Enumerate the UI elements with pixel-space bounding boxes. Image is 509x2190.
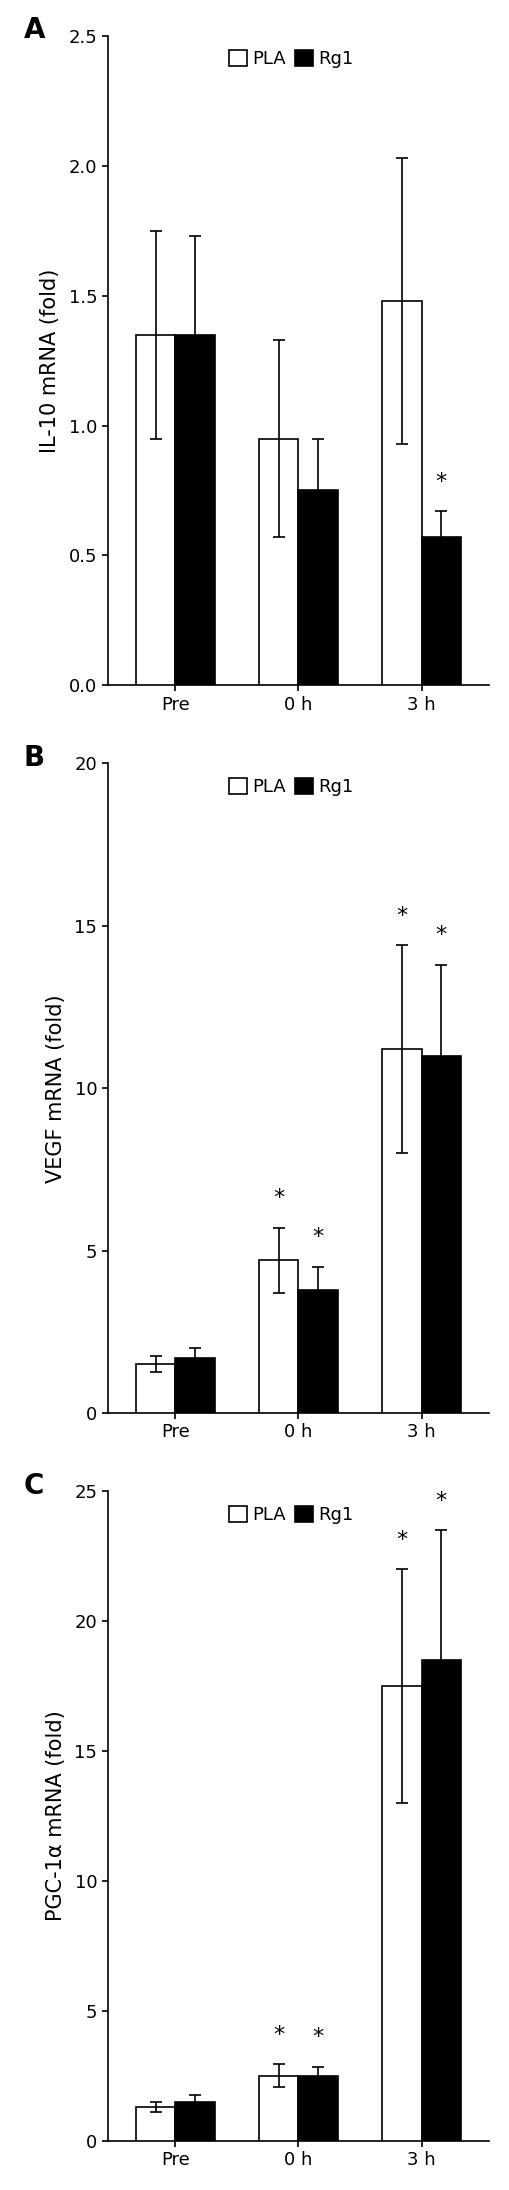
Text: *: * [395, 907, 407, 926]
Bar [381, 300, 420, 685]
Bar [175, 335, 214, 685]
Text: *: * [395, 1529, 407, 1551]
Bar [298, 2076, 337, 2142]
Bar [381, 1049, 420, 1413]
Bar [259, 1261, 298, 1413]
Text: *: * [273, 1189, 284, 1209]
Text: *: * [435, 926, 446, 946]
Bar [136, 2107, 175, 2142]
Legend: PLA, Rg1: PLA, Rg1 [223, 1500, 358, 1529]
Bar [420, 1056, 460, 1413]
Text: *: * [312, 2028, 323, 2048]
Bar [259, 2076, 298, 2142]
Y-axis label: IL-10 mRNA (fold): IL-10 mRNA (fold) [40, 269, 60, 453]
Bar [420, 537, 460, 685]
Bar [381, 1686, 420, 2142]
Bar [298, 1290, 337, 1413]
Text: *: * [312, 1226, 323, 1248]
Text: B: B [24, 745, 45, 771]
Bar [175, 1358, 214, 1413]
Text: *: * [273, 2024, 284, 2045]
Bar [259, 438, 298, 685]
Y-axis label: VEGF mRNA (fold): VEGF mRNA (fold) [46, 994, 66, 1183]
Legend: PLA, Rg1: PLA, Rg1 [223, 773, 358, 802]
Y-axis label: PGC-1α mRNA (fold): PGC-1α mRNA (fold) [46, 1710, 66, 1921]
Bar [136, 335, 175, 685]
Text: A: A [24, 15, 45, 44]
Bar [420, 1660, 460, 2142]
Text: *: * [435, 471, 446, 493]
Bar [298, 491, 337, 685]
Text: *: * [435, 1491, 446, 1511]
Bar [175, 2102, 214, 2142]
Text: C: C [24, 1472, 44, 1500]
Bar [136, 1364, 175, 1413]
Legend: PLA, Rg1: PLA, Rg1 [223, 44, 358, 74]
